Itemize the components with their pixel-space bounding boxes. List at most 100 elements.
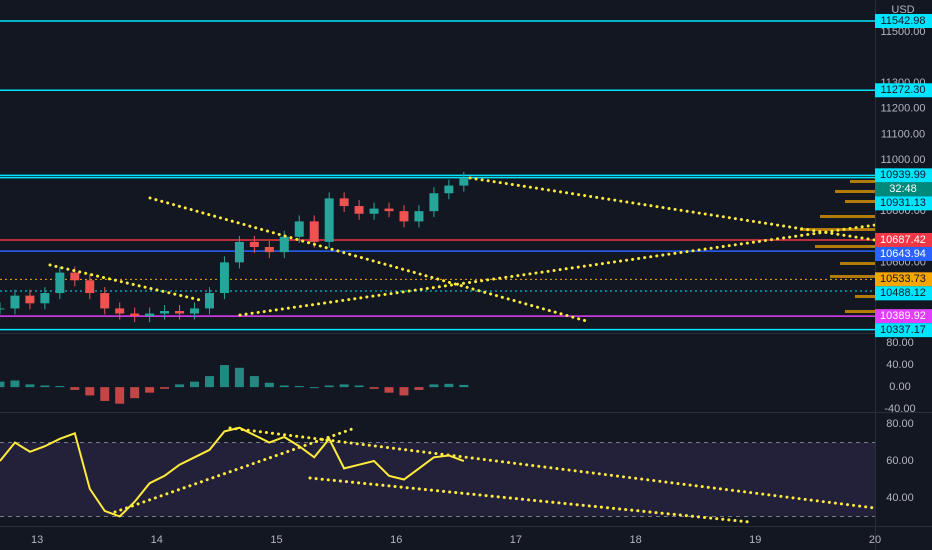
macd-bar <box>219 365 229 388</box>
price-level-label: 11542.98 <box>880 15 925 27</box>
candle-body <box>414 211 424 222</box>
macd-bar <box>160 387 170 389</box>
macd-bar <box>145 387 155 393</box>
candle-body <box>55 272 65 294</box>
currency-label: USD <box>891 4 914 16</box>
price-level-label: 11272.30 <box>880 84 925 96</box>
macd-bar <box>115 387 125 404</box>
price-level-tag <box>875 196 932 211</box>
price-level-tag <box>875 272 932 287</box>
price-level-label: 10337.17 <box>880 324 926 336</box>
price-level-label: 10488.12 <box>880 287 926 299</box>
candle-body <box>190 308 199 314</box>
macd-bar <box>55 386 65 388</box>
candle-body <box>384 208 394 212</box>
macd-bar <box>190 381 199 388</box>
price-level-tag <box>875 246 932 261</box>
price-tick-label: 11500.00 <box>880 26 925 38</box>
candle-body <box>444 185 454 194</box>
candle-body <box>264 246 274 253</box>
candle-body <box>145 313 155 317</box>
macd-bar <box>204 376 214 388</box>
rsi-line <box>0 426 465 518</box>
candle-body <box>130 313 140 317</box>
price-level-tag <box>875 286 932 301</box>
rsi-tick-label: 40.00 <box>886 492 914 504</box>
macd-bar <box>294 386 304 388</box>
time-tick-label: 18 <box>629 534 641 546</box>
rsi-tick-label: 60.00 <box>886 455 914 467</box>
macd-bar <box>0 381 5 388</box>
macd-bar <box>444 383 454 388</box>
macd-tick-label: -40.00 <box>884 403 915 415</box>
candle-body <box>0 308 5 310</box>
time-tick-label: 20 <box>869 534 881 546</box>
macd-bar <box>234 367 244 388</box>
candle-body <box>324 198 334 242</box>
candle-body <box>369 208 379 214</box>
price-level-label: 10687.42 <box>880 234 926 246</box>
time-tick-label: 19 <box>749 534 761 546</box>
price-level-label: 10533.73 <box>880 273 926 285</box>
macd-tick-label: 80.00 <box>886 337 914 349</box>
candle-body <box>279 236 289 253</box>
candle-body <box>429 193 439 212</box>
macd-bar <box>85 387 95 396</box>
macd-bar <box>249 376 259 388</box>
macd-bar <box>414 387 424 390</box>
candle-body <box>115 308 125 314</box>
macd-bar <box>324 385 334 388</box>
time-tick-label: 17 <box>510 534 522 546</box>
price-tick-label: 11000.00 <box>880 154 925 166</box>
macd-bar <box>339 384 349 388</box>
macd-bar <box>10 380 20 388</box>
time-tick-label: 13 <box>31 534 43 546</box>
candle-body <box>234 241 244 263</box>
macd-tick-label: 40.00 <box>886 359 914 371</box>
candle-body <box>85 280 95 294</box>
price-level-label: 10931.13 <box>880 197 926 209</box>
price-tick-label: 11200.00 <box>880 103 925 115</box>
candle-body <box>249 241 259 247</box>
time-tick-label: 16 <box>390 534 402 546</box>
candle-body <box>459 177 469 186</box>
price-level-tag <box>875 83 932 98</box>
price-tick-label: 11100.00 <box>881 128 925 140</box>
candle-body <box>25 295 35 304</box>
rsi-band <box>0 442 875 517</box>
rsi-tick-label: 80.00 <box>886 418 914 430</box>
candle-body <box>175 310 185 314</box>
candle-body <box>100 293 110 309</box>
price-level-label: 10389.92 <box>880 310 926 322</box>
countdown-label: 32:48 <box>889 183 917 195</box>
candle-body <box>10 295 20 309</box>
macd-bar <box>40 385 50 388</box>
macd-bar <box>25 384 35 388</box>
macd-bar <box>384 387 394 393</box>
price-level-label: 10939.99 <box>880 169 926 181</box>
macd-bar <box>130 387 140 399</box>
candle-body <box>219 262 229 294</box>
macd-tick-label: 0.00 <box>889 381 910 393</box>
candle-body <box>339 198 349 207</box>
candle-body <box>309 221 319 242</box>
macd-bar <box>354 385 364 388</box>
macd-bar <box>100 387 110 401</box>
macd-bar <box>459 384 469 388</box>
price-level-tag <box>875 309 932 324</box>
price-level-label: 10643.94 <box>880 248 926 260</box>
candle-body <box>40 293 50 304</box>
macd-bar <box>369 387 379 389</box>
macd-bar <box>279 385 289 388</box>
candle-body <box>70 272 80 281</box>
macd-bar <box>399 387 409 396</box>
candle-body <box>294 221 304 237</box>
candle-body <box>354 206 364 214</box>
price-level-tag <box>875 232 932 247</box>
macd-bar <box>429 384 439 388</box>
time-tick-label: 15 <box>270 534 282 546</box>
candle-body <box>160 310 170 314</box>
candle-body <box>399 211 409 222</box>
price-level-tag <box>875 323 932 338</box>
